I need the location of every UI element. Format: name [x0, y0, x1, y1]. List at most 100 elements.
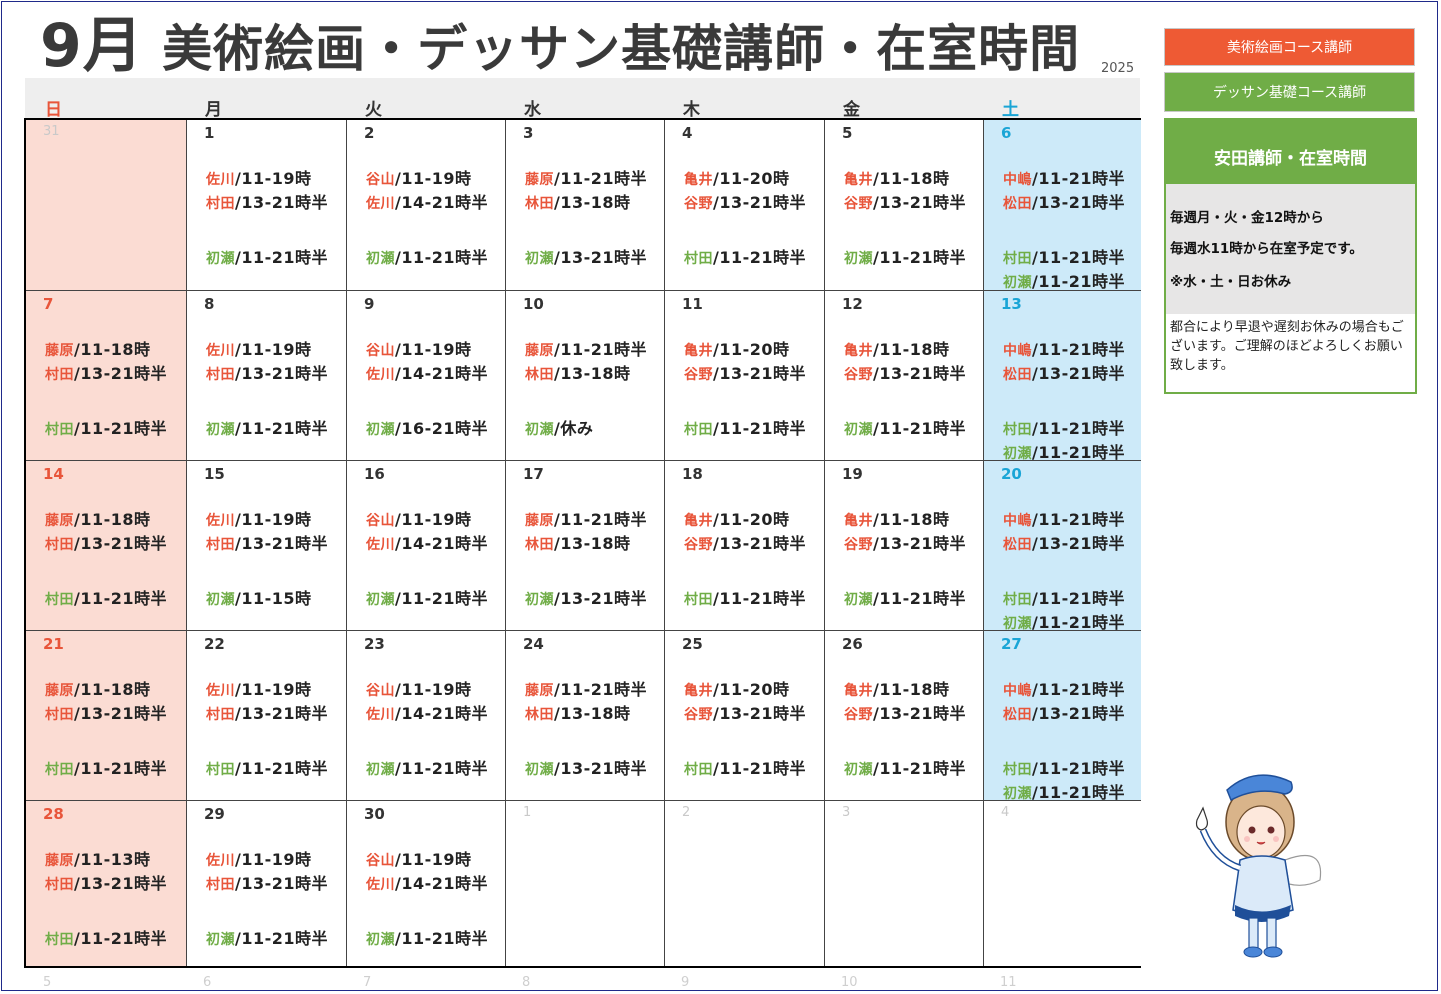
- instructor-name: 村田: [45, 932, 74, 948]
- time-range: /13-21時半: [554, 759, 648, 778]
- instructor-name: 中嶋: [1003, 172, 1032, 188]
- day-cell: 20 中嶋/11-21時半 松田/13-21時半 村田/11-21時半 初瀬/11-21…: [984, 461, 1141, 633]
- month-label: 9月: [40, 11, 144, 81]
- next-month-day-number: 5: [43, 975, 52, 990]
- instructor-name: 亀井: [684, 343, 713, 359]
- day-cell: 17 藤原/11-21時半 林田/13-18時 初瀬/13-21時半: [506, 461, 665, 631]
- schedule-entry: 松田/13-21時半: [1003, 530, 1125, 554]
- instructor-name: 村田: [1003, 422, 1032, 438]
- day-cell: 30 谷山/11-19時 佐川/14-21時半 初瀬/11-21時半: [347, 801, 506, 966]
- schedule-entry: 亀井/11-20時: [684, 506, 790, 530]
- schedule-entry: 村田/11-21時半: [45, 925, 167, 949]
- time-range: /11-21時半: [1032, 680, 1126, 699]
- next-month-day-number: 10: [841, 975, 858, 990]
- next-month-day-number: 6: [203, 975, 212, 990]
- time-range: /11-18時: [873, 680, 950, 699]
- schedule-entry: 村田/13-21時半: [45, 360, 167, 384]
- schedule-entry: 初瀬/13-21時半: [525, 585, 647, 609]
- instructor-name: 村田: [684, 592, 713, 608]
- instructor-name: 松田: [1003, 196, 1032, 212]
- time-range: /11-19時: [395, 850, 472, 869]
- instructor-name: 佐川: [366, 877, 395, 893]
- day-number: 4: [1001, 805, 1010, 820]
- schedule-entry: 谷山/11-19時: [366, 336, 472, 360]
- instructor-name: 松田: [1003, 707, 1032, 723]
- instructor-name: 亀井: [684, 513, 713, 529]
- day-number: 5: [842, 124, 853, 142]
- time-range: /13-18時: [554, 364, 631, 383]
- instructor-name: 藤原: [525, 172, 554, 188]
- weekday-1: 月: [205, 100, 222, 120]
- schedule-entry: 中嶋/11-21時半: [1003, 336, 1125, 360]
- schedule-entry: 初瀬/16-21時半: [366, 415, 488, 439]
- time-range: /13-18時: [554, 534, 631, 553]
- time-range: /11-21時半: [1032, 759, 1126, 778]
- instructor-name: 中嶋: [1003, 683, 1032, 699]
- day-number: 23: [364, 635, 385, 653]
- time-range: /13-21時半: [235, 874, 329, 893]
- time-range: /11-21時半: [1032, 613, 1126, 632]
- day-cell: 18 亀井/11-20時 谷野/13-21時半 村田/11-21時半: [665, 461, 825, 631]
- instructor-name: 初瀬: [844, 422, 873, 438]
- instructor-name: 村田: [1003, 251, 1032, 267]
- day-cell: 8 佐川/11-19時 村田/13-21時半 初瀬/11-21時半: [187, 291, 347, 461]
- schedule-entry: 藤原/11-21時半: [525, 676, 647, 700]
- next-month-day-number: 7: [363, 975, 372, 990]
- instructor-name: 初瀬: [366, 762, 395, 778]
- time-range: /11-21時半: [873, 589, 967, 608]
- schedule-entry: 佐川/14-21時半: [366, 189, 488, 213]
- schedule-entry: 佐川/14-21時半: [366, 360, 488, 384]
- instructor-name: 谷山: [366, 683, 395, 699]
- schedule-entry: 初瀬/11-21時半: [1003, 609, 1125, 633]
- schedule-entry: 亀井/11-20時: [684, 336, 790, 360]
- schedule-entry: 谷山/11-19時: [366, 846, 472, 870]
- time-range: /11-21時半: [873, 248, 967, 267]
- time-range: /13-21時半: [1032, 364, 1126, 383]
- time-range: /11-13時: [74, 850, 151, 869]
- day-cell: 3 藤原/11-21時半 林田/13-18時 初瀬/13-21時半: [506, 120, 665, 291]
- time-range: /11-21時半: [395, 589, 489, 608]
- schedule-entry: 初瀬/11-21時半: [206, 925, 328, 949]
- day-cell: 9 谷山/11-19時 佐川/14-21時半 初瀬/16-21時半: [347, 291, 506, 461]
- instructor-name: 佐川: [206, 172, 235, 188]
- schedule-entry: 村田/13-21時半: [206, 189, 328, 213]
- time-range: /13-18時: [554, 193, 631, 212]
- day-number: 7: [43, 295, 54, 313]
- schedule-entry: 佐川/11-19時: [206, 846, 312, 870]
- day-cell: 10 藤原/11-21時半 林田/13-18時 初瀬/休み: [506, 291, 665, 461]
- instructor-name: 村田: [206, 762, 235, 778]
- next-month-day-number: 11: [1000, 975, 1017, 990]
- schedule-entry: 藤原/11-13時: [45, 846, 151, 870]
- schedule-entry: 村田/11-21時半: [1003, 415, 1125, 439]
- weekday-5: 金: [843, 100, 860, 120]
- schedule-entry: 谷野/13-21時半: [684, 700, 806, 724]
- instructor-name: 村田: [206, 196, 235, 212]
- info-schedule-panel: [1166, 184, 1415, 314]
- schedule-entry: 初瀬/11-21時半: [206, 244, 328, 268]
- schedule-entry: 初瀬/11-21時半: [206, 415, 328, 439]
- day-number: 29: [204, 805, 225, 823]
- time-range: /14-21時半: [395, 364, 489, 383]
- day-cell: 5 亀井/11-18時 谷野/13-21時半 初瀬/11-21時半: [825, 120, 984, 291]
- weekday-header-bar: [25, 78, 1140, 118]
- day-cell: 13 中嶋/11-21時半 松田/13-21時半 村田/11-21時半 初瀬/11-21…: [984, 291, 1141, 462]
- schedule-entry: 松田/13-21時半: [1003, 189, 1125, 213]
- instructor-name: 村田: [45, 537, 74, 553]
- info-line-2: 毎週水11時から在室予定です。: [1170, 241, 1363, 257]
- day-number: 31: [43, 124, 60, 139]
- instructor-name: 村田: [684, 762, 713, 778]
- day-number: 6: [1001, 124, 1012, 142]
- day-number: 13: [1001, 295, 1022, 313]
- schedule-entry: 松田/13-21時半: [1003, 360, 1125, 384]
- time-range: /13-21時半: [713, 364, 807, 383]
- schedule-entry: 林田/13-18時: [525, 530, 631, 554]
- time-range: /11-18時: [873, 340, 950, 359]
- schedule-entry: 林田/13-18時: [525, 189, 631, 213]
- time-range: /11-18時: [74, 680, 151, 699]
- instructor-name: 初瀬: [366, 251, 395, 267]
- instructor-name: 佐川: [206, 683, 235, 699]
- instructor-name: 谷野: [684, 196, 713, 212]
- time-range: /13-21時半: [713, 704, 807, 723]
- instructor-name: 谷野: [684, 707, 713, 723]
